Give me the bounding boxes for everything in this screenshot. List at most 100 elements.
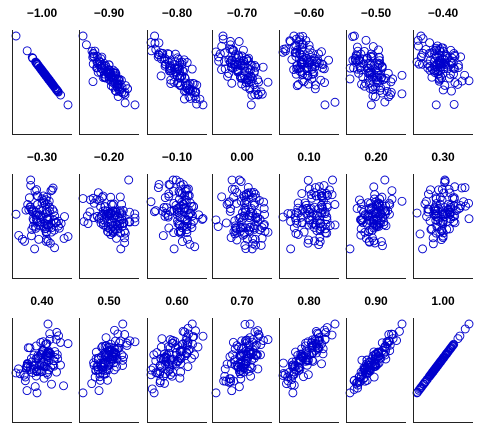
data-point (314, 182, 324, 192)
data-point (173, 64, 183, 74)
data-point (52, 367, 61, 377)
data-point (154, 179, 164, 189)
data-point (327, 190, 337, 200)
data-point (253, 364, 263, 374)
data-point (244, 190, 254, 200)
data-point (190, 242, 200, 252)
data-point (436, 356, 446, 366)
data-point (237, 74, 247, 83)
data-point (317, 359, 326, 369)
data-point (241, 244, 251, 254)
data-point (249, 224, 259, 234)
data-point (22, 386, 32, 396)
data-point (54, 223, 64, 233)
data-point (366, 60, 376, 70)
data-point (94, 214, 104, 224)
data-point (227, 175, 237, 185)
data-point (373, 351, 383, 361)
data-point (167, 358, 177, 368)
data-point (368, 42, 378, 52)
scatter-panel: 0.70 (211, 294, 273, 423)
data-point (113, 329, 123, 339)
data-point (242, 200, 252, 209)
data-point (453, 334, 463, 344)
data-point (383, 68, 393, 78)
data-point (451, 206, 461, 216)
data-point (309, 223, 319, 232)
data-point (310, 80, 320, 90)
data-point (420, 377, 430, 387)
data-point (50, 243, 60, 253)
data-point (192, 99, 202, 109)
data-point (44, 222, 54, 232)
data-point (234, 367, 244, 377)
data-point (297, 189, 307, 198)
data-point (195, 94, 205, 104)
data-point (234, 37, 244, 46)
data-point (446, 57, 456, 67)
panel-title: −0.50 (361, 6, 392, 20)
data-point (87, 379, 97, 389)
data-point (364, 360, 374, 370)
data-point (130, 213, 140, 223)
data-point (257, 89, 267, 99)
data-point (187, 64, 197, 74)
data-point (434, 358, 444, 368)
data-point (235, 369, 245, 379)
data-point (43, 74, 53, 84)
data-point (325, 185, 334, 195)
data-point (317, 188, 327, 198)
data-point (89, 51, 99, 61)
data-point (190, 350, 199, 360)
data-point (185, 208, 195, 218)
data-point (78, 194, 88, 203)
data-point (449, 193, 459, 203)
data-point (242, 335, 252, 345)
data-point (381, 73, 391, 83)
data-point (444, 184, 454, 194)
data-point (250, 189, 260, 199)
data-point (367, 233, 377, 243)
data-point (427, 48, 437, 58)
data-point (53, 216, 63, 226)
data-point (174, 203, 184, 213)
data-point (89, 49, 99, 59)
data-point (363, 368, 373, 377)
data-point (31, 360, 41, 370)
data-point (413, 41, 423, 51)
data-point (243, 354, 253, 363)
data-point (302, 56, 312, 66)
data-point (308, 69, 317, 79)
data-point (236, 222, 246, 232)
data-point (177, 237, 187, 247)
data-point (321, 328, 331, 338)
data-point (289, 360, 298, 370)
data-point (156, 342, 166, 352)
data-point (365, 84, 375, 93)
data-point (183, 234, 192, 244)
data-point (229, 45, 239, 55)
data-point (122, 341, 132, 350)
data-point (183, 191, 193, 200)
data-point (40, 361, 50, 371)
data-point (182, 58, 192, 67)
data-point (316, 222, 326, 232)
data-point (351, 56, 361, 66)
data-point (246, 371, 256, 381)
data-point (446, 45, 456, 55)
data-point (165, 365, 175, 374)
data-point (117, 211, 127, 221)
panel-title: 1.00 (431, 294, 455, 308)
data-point (35, 63, 45, 73)
data-point (368, 51, 378, 61)
data-point (119, 352, 128, 362)
data-point (119, 226, 129, 236)
data-point (295, 49, 305, 59)
data-point (441, 208, 451, 218)
data-point (313, 336, 323, 346)
data-point (106, 199, 116, 209)
data-point (307, 64, 317, 74)
scatter-panel: −0.50 (345, 6, 407, 135)
data-point (299, 351, 309, 361)
data-point (259, 204, 269, 213)
